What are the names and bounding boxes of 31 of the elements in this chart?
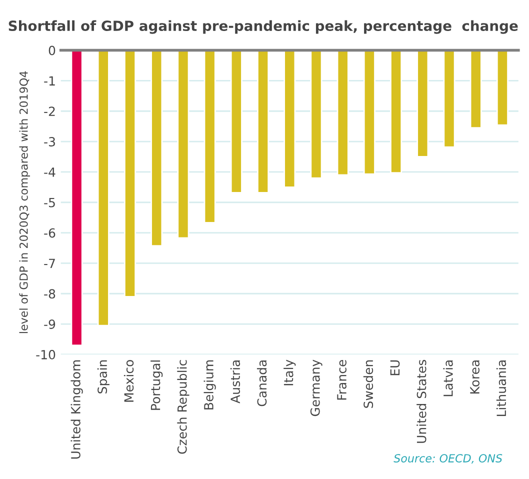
x-tick-label: Portugal [150,360,163,410]
y-tick-label: -10 [36,350,56,360]
y-tick-label: -1 [44,76,55,86]
y-axis-title: level of GDP in 2020Q3 compared with 2019Q4 [19,71,30,334]
x-tick-label: Korea [470,360,480,394]
x-tick-label: France [337,360,346,400]
source-note: Source: OECD, ONS [394,454,502,464]
y-tick-label: -2 [44,106,55,116]
chart-title: Shortfall of GDP against pre-pandemic peak, percentage change [8,20,518,34]
x-tick-label: Lithuania [496,360,506,416]
x-tick-label: Canada [256,360,267,406]
x-tick-label: Germany [310,360,322,416]
x-tick-label: Sweden [363,360,374,408]
y-tick-label: -8 [44,289,56,299]
x-tick-label: Czech Republic [177,360,190,454]
y-tick-label: -3 [44,137,55,146]
x-tick-label: Belgium [204,360,216,410]
x-tick-label: Spain [97,360,110,394]
y-tick-label: -9 [44,320,56,329]
y-tick-label: -6 [44,228,56,238]
x-tick-label: United States [416,360,426,443]
y-tick-label: -5 [44,198,55,208]
x-tick-label: Mexico [124,360,134,402]
x-tick-label: EU [390,360,400,376]
y-tick-label: -7 [44,258,55,268]
y-tick-label: 0 [48,46,56,56]
x-tick-label: Austria [230,360,240,404]
x-tick-label: Italy [284,360,296,386]
y-tick-label: -4 [44,168,56,177]
x-tick-label: Latvia [443,360,453,396]
x-tick-label: United Kingdom [70,360,83,459]
